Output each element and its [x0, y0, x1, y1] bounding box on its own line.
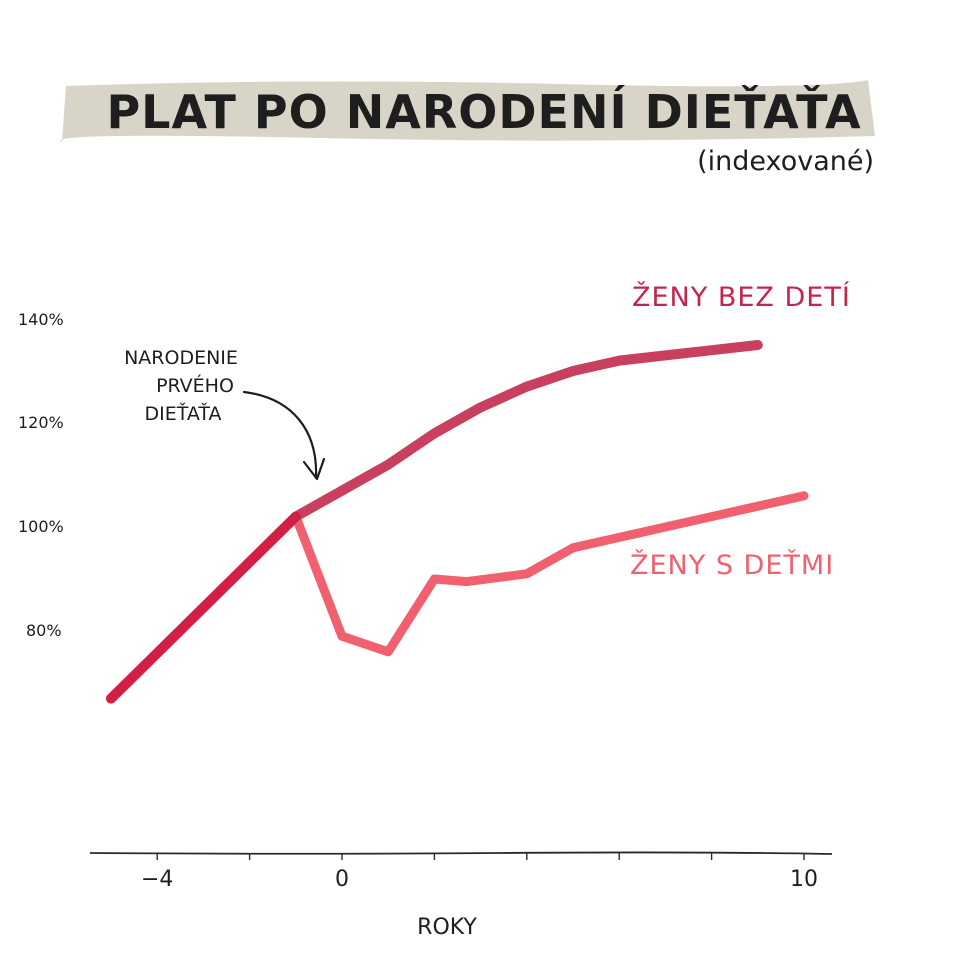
series-line-s-detmi: [291, 491, 809, 657]
annotation-line-3: DIEŤAŤA: [144, 402, 221, 425]
x-tick-label: 10: [790, 867, 818, 892]
title-highlight: [60, 80, 875, 142]
y-tick-label-100: 100%: [18, 517, 64, 536]
series-label-s-detmi: ŽENY S DEŤMI: [630, 549, 834, 581]
series-line-bez-deti: [106, 340, 763, 704]
title-banner: PLAT PO NARODENÍ DIEŤAŤA (indexované): [60, 80, 875, 177]
x-tick-labels: −4 0 10: [141, 867, 818, 892]
annotation-arrow: [242, 390, 318, 480]
annotation-arrowhead: [302, 457, 326, 481]
series-line-common-segment: [106, 511, 301, 704]
x-tick-label: −4: [141, 867, 173, 892]
annotation-line-2: PRVÉHO: [156, 374, 234, 397]
x-axis: −4 0 10 ROKY: [89, 851, 833, 940]
y-tick-label-120: 120%: [18, 413, 64, 432]
chart-title: PLAT PO NARODENÍ DIEŤAŤA: [106, 85, 861, 139]
annotation-line-1: NARODENIE: [124, 347, 238, 369]
series-layer: [106, 340, 809, 704]
x-minor-ticks: [156, 853, 805, 860]
x-tick-label: 0: [335, 867, 349, 892]
x-axis-label: ROKY: [417, 915, 477, 940]
series-label-bez-deti: ŽENY BEZ DETÍ: [632, 281, 851, 313]
x-axis-line: [89, 851, 833, 855]
y-axis: 140% 120% 100% 80%: [18, 310, 64, 640]
chart-subtitle: (indexované): [697, 146, 874, 177]
y-tick-label-140: 140%: [18, 310, 64, 329]
annotation: NARODENIE PRVÉHO DIEŤAŤA: [124, 347, 326, 481]
y-tick-label-80: 80%: [26, 621, 62, 640]
